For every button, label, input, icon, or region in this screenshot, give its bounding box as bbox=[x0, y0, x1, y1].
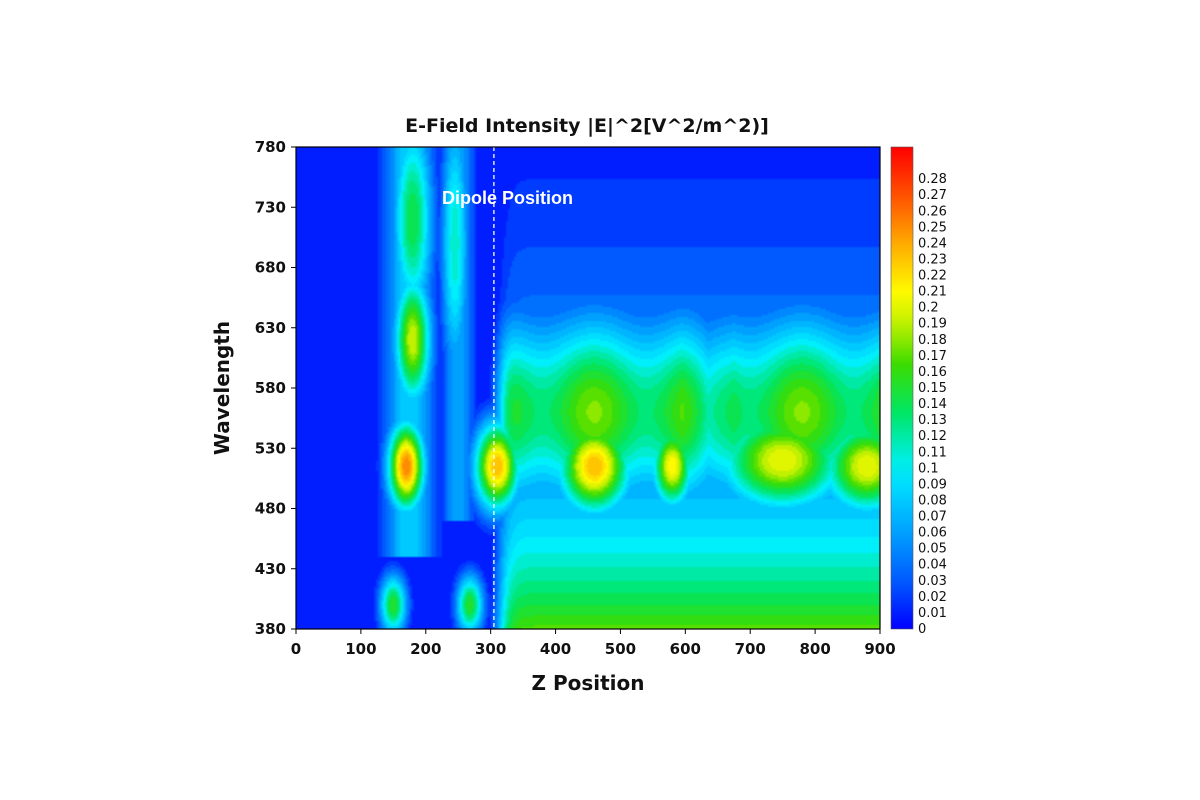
colorbar-label: 0.04 bbox=[918, 558, 947, 573]
x-tick-label: 900 bbox=[864, 640, 895, 658]
y-tick-label: 580 bbox=[255, 379, 286, 397]
y-tick-label: 630 bbox=[255, 319, 286, 337]
y-axis-title: Wavelength bbox=[210, 321, 234, 455]
x-tick-label: 600 bbox=[670, 640, 701, 658]
colorbar-label: 0.28 bbox=[918, 172, 947, 187]
colorbar-label: 0.13 bbox=[918, 413, 947, 428]
y-axis: 380 430 480 530 580 630 680 730 780 bbox=[255, 138, 296, 638]
colorbar-label: 0.24 bbox=[918, 236, 947, 251]
colorbar-label: 0.01 bbox=[918, 606, 947, 621]
plot-area: Dipole Position bbox=[295, 146, 881, 630]
y-tick-label: 530 bbox=[255, 439, 286, 457]
x-tick-label: 0 bbox=[291, 640, 301, 658]
colorbar-label: 0.11 bbox=[918, 445, 947, 460]
colorbar-label: 0.15 bbox=[918, 381, 947, 396]
colorbar-gradient bbox=[890, 146, 914, 630]
colorbar-label: 0.08 bbox=[918, 493, 947, 508]
colorbar: 00.010.020.030.040.050.060.070.080.090.1… bbox=[890, 146, 947, 637]
chart-title: E-Field Intensity |E|^2[V^2/m^2)] bbox=[405, 115, 769, 137]
heatmap-image bbox=[296, 147, 880, 629]
y-tick-label: 780 bbox=[255, 138, 286, 156]
x-axis-title: Z Position bbox=[531, 671, 644, 695]
colorbar-label: 0.25 bbox=[918, 220, 947, 235]
colorbar-label: 0.16 bbox=[918, 365, 947, 380]
colorbar-label: 0.19 bbox=[918, 317, 947, 332]
colorbar-label: 0.23 bbox=[918, 252, 947, 267]
colorbar-label: 0.26 bbox=[918, 204, 947, 219]
x-tick-label: 300 bbox=[475, 640, 506, 658]
y-tick-label: 380 bbox=[255, 620, 286, 638]
y-tick-label: 430 bbox=[255, 560, 286, 578]
x-tick-label: 400 bbox=[540, 640, 571, 658]
colorbar-label: 0.27 bbox=[918, 188, 947, 203]
y-tick-label: 480 bbox=[255, 500, 286, 518]
colorbar-label: 0.06 bbox=[918, 526, 947, 541]
colorbar-label: 0.05 bbox=[918, 542, 947, 557]
colorbar-label: 0.21 bbox=[918, 285, 947, 300]
x-tick-label: 700 bbox=[735, 640, 766, 658]
colorbar-label: 0.12 bbox=[918, 429, 947, 444]
colorbar-labels: 00.010.020.030.040.050.060.070.080.090.1… bbox=[918, 172, 947, 637]
colorbar-label: 0.07 bbox=[918, 510, 947, 525]
x-tick-label: 500 bbox=[605, 640, 636, 658]
colorbar-label: 0.17 bbox=[918, 349, 947, 364]
y-tick-label: 730 bbox=[255, 198, 286, 216]
colorbar-label: 0.02 bbox=[918, 590, 947, 605]
dipole-position-label: Dipole Position bbox=[442, 188, 573, 208]
x-tick-label: 800 bbox=[799, 640, 830, 658]
colorbar-label: 0.2 bbox=[918, 301, 939, 316]
x-tick-label: 100 bbox=[345, 640, 376, 658]
colorbar-label: 0.22 bbox=[918, 269, 947, 284]
colorbar-label: 0 bbox=[918, 622, 926, 637]
x-tick-label: 200 bbox=[410, 640, 441, 658]
colorbar-label: 0.1 bbox=[918, 461, 939, 476]
colorbar-label: 0.03 bbox=[918, 574, 947, 589]
x-axis: 0 100 200 300 400 500 600 700 800 900 bbox=[291, 629, 896, 658]
colorbar-label: 0.09 bbox=[918, 477, 947, 492]
colorbar-label: 0.18 bbox=[918, 333, 947, 348]
colorbar-label: 0.14 bbox=[918, 397, 947, 412]
y-tick-label: 680 bbox=[255, 259, 286, 277]
